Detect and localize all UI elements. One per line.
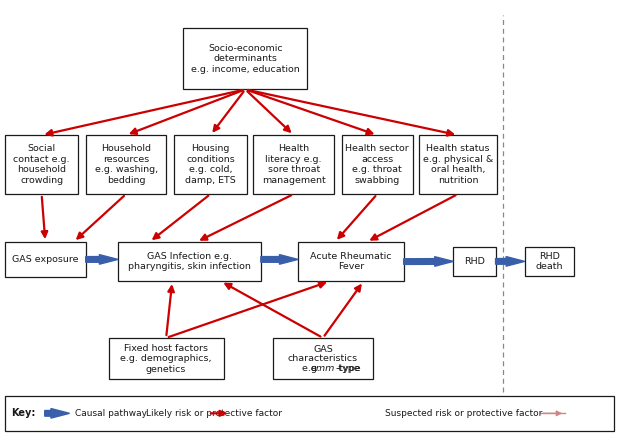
Text: RHD: RHD — [464, 257, 485, 266]
FancyBboxPatch shape — [174, 135, 247, 194]
FancyBboxPatch shape — [453, 247, 496, 276]
Text: Likely risk or protective factor: Likely risk or protective factor — [146, 409, 282, 418]
Text: -type: -type — [336, 364, 361, 373]
FancyBboxPatch shape — [86, 135, 166, 194]
FancyBboxPatch shape — [183, 28, 307, 89]
Text: Health status
e.g. physical &
oral health,
nutrition: Health status e.g. physical & oral healt… — [423, 144, 493, 185]
Text: Socio-economic
determinants
e.g. income, education: Socio-economic determinants e.g. income,… — [191, 44, 300, 74]
Text: Household
resources
e.g. washing,
bedding: Household resources e.g. washing, beddin… — [94, 144, 158, 185]
FancyBboxPatch shape — [298, 242, 404, 281]
Text: Suspected risk or protective factor: Suspected risk or protective factor — [385, 409, 542, 418]
Text: Fixed host factors
e.g. demographics,
genetics: Fixed host factors e.g. demographics, ge… — [120, 344, 212, 374]
FancyArrow shape — [404, 257, 453, 266]
FancyBboxPatch shape — [118, 242, 261, 281]
FancyBboxPatch shape — [273, 338, 373, 379]
FancyBboxPatch shape — [5, 135, 78, 194]
FancyBboxPatch shape — [5, 396, 614, 431]
Text: Social
contact e.g.
household
crowding: Social contact e.g. household crowding — [14, 144, 70, 185]
Text: GAS Infection e.g.
pharyngitis, skin infection: GAS Infection e.g. pharyngitis, skin inf… — [128, 252, 251, 271]
Text: emm: emm — [310, 364, 335, 373]
Text: e.g.: e.g. — [302, 364, 323, 373]
Text: RHD
death: RHD death — [536, 252, 563, 271]
FancyBboxPatch shape — [253, 135, 334, 194]
Text: -type: -type — [337, 364, 361, 373]
FancyArrow shape — [86, 255, 118, 264]
FancyBboxPatch shape — [525, 247, 574, 276]
Text: Health sector
access
e.g. throat
swabbing: Health sector access e.g. throat swabbin… — [345, 144, 409, 185]
Text: GAS: GAS — [313, 344, 333, 354]
FancyBboxPatch shape — [109, 338, 224, 379]
FancyArrow shape — [261, 255, 298, 264]
FancyBboxPatch shape — [5, 242, 86, 277]
FancyBboxPatch shape — [419, 135, 497, 194]
Text: Causal pathway: Causal pathway — [75, 409, 147, 418]
FancyBboxPatch shape — [342, 135, 413, 194]
Text: characteristics: characteristics — [288, 354, 358, 363]
Text: Acute Rheumatic
Fever: Acute Rheumatic Fever — [310, 252, 392, 271]
Text: Housing
conditions
e.g. cold,
damp, ETS: Housing conditions e.g. cold, damp, ETS — [185, 144, 236, 185]
Text: GAS exposure: GAS exposure — [12, 255, 79, 264]
FancyArrow shape — [45, 409, 70, 418]
Text: Key:: Key: — [11, 409, 35, 418]
FancyArrow shape — [496, 256, 525, 266]
Text: Health
literacy e.g.
sore throat
management: Health literacy e.g. sore throat managem… — [262, 144, 325, 185]
